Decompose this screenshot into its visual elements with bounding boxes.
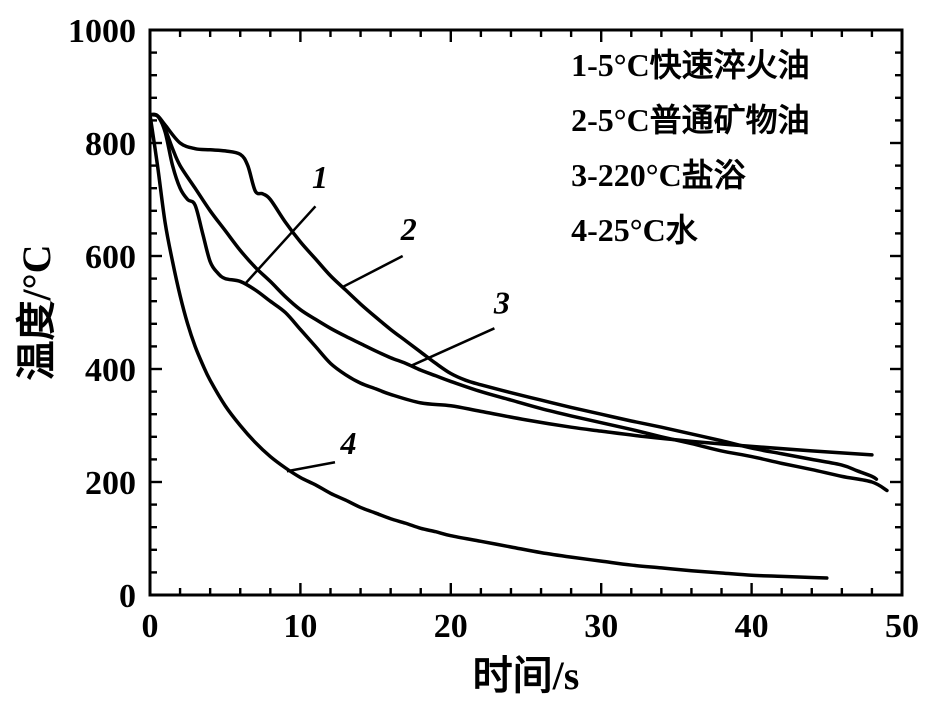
x-tick-label: 50 bbox=[885, 608, 919, 645]
y-tick-label: 800 bbox=[85, 126, 136, 163]
chart-svg: 0 10 20 30 40 50 时间/s 0 200 400 600 800 1000 温度/°C 1 2 3… bbox=[0, 0, 942, 710]
y-tick-label: 1000 bbox=[68, 13, 136, 50]
annotation-leader-4 bbox=[287, 462, 335, 471]
x-tick-label: 40 bbox=[735, 608, 769, 645]
x-tick-label: 30 bbox=[584, 608, 618, 645]
cooling-curve-chart: 0 10 20 30 40 50 时间/s 0 200 400 600 800 1000 温度/°C 1 2 3… bbox=[0, 0, 942, 710]
annotation-label-4: 4 bbox=[340, 425, 357, 461]
series-3 bbox=[150, 114, 887, 490]
annotation-leader-3 bbox=[410, 328, 494, 366]
x-tick-label: 0 bbox=[142, 608, 159, 645]
x-tick-label: 20 bbox=[434, 608, 468, 645]
legend-item-4: 4-25°C水 bbox=[571, 212, 699, 248]
series-group bbox=[150, 114, 887, 578]
y-tick-label: 400 bbox=[85, 352, 136, 389]
annotation-label-3: 3 bbox=[493, 285, 510, 321]
annotation-leader-2 bbox=[343, 256, 403, 287]
y-tick-label: 600 bbox=[85, 239, 136, 276]
x-tick-label: 10 bbox=[283, 608, 317, 645]
legend-item-2: 2-5°C普通矿物油 bbox=[571, 102, 810, 138]
legend-item-1: 1-5°C快速淬火油 bbox=[571, 47, 810, 83]
series-2 bbox=[150, 115, 876, 479]
x-axis-label: 时间/s bbox=[473, 653, 580, 698]
annotation-label-2: 2 bbox=[400, 211, 417, 247]
y-tick-label: 200 bbox=[85, 465, 136, 502]
annotation-label-1: 1 bbox=[312, 159, 328, 195]
y-tick-label: 0 bbox=[119, 578, 136, 615]
y-axis-label: 温度/°C bbox=[14, 245, 59, 381]
legend-item-3: 3-220°C盐浴 bbox=[571, 157, 747, 193]
series-1 bbox=[150, 114, 872, 455]
